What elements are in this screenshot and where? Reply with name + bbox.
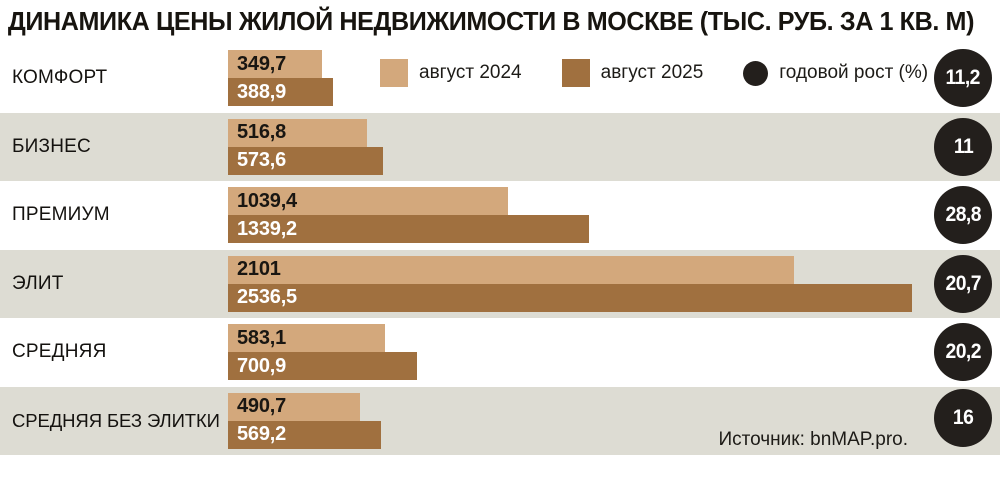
bar-value-2025-premium: 1339,2 [237,217,297,240]
title-bar: ДИНАМИКА ЦЕНЫ ЖИЛОЙ НЕДВИЖИМОСТИ В МОСКВ… [0,0,1000,44]
status-badge-growth-premium: 28,8 [934,186,992,244]
badge-value-premium: 28,8 [945,203,981,226]
legend-label-2025: август 2025 [600,62,704,83]
table-row: СРЕДНЯЯ 583,1 700,9 20,2 [0,318,1000,387]
row-bars-biznes: 516,8 573,6 [228,113,928,182]
page-title: ДИНАМИКА ЦЕНЫ ЖИЛОЙ НЕДВИЖИМОСТИ В МОСКВ… [7,7,975,36]
bar-2025-srednyaya: 700,9 [228,352,417,380]
bar-value-2025-elit: 2536,5 [237,286,297,308]
bar-2025-komfort: 388,9 [228,78,333,106]
row-bars-srednyaya-bez-elitki: 490,7 569,2 [228,387,928,456]
legend-swatch-icon-2025 [561,59,590,87]
legend-item-2025: август 2025 [561,59,704,87]
source-attribution: Источник: bnMAP.pro. [718,429,908,450]
legend-circle-dot-icon [743,60,769,86]
table-row: ЭЛИТ 2101 2536,5 20,7 [0,249,1000,319]
bar-value-2024-elit: 2101 [237,258,281,280]
bar-2024-srednyaya-bez-elitki: 490,7 [228,392,360,421]
row-bars-komfort: 349,7 388,9 [228,44,928,113]
status-badge-growth-elit: 20,7 [934,254,992,313]
bar-value-2025-biznes: 573,6 [237,149,287,171]
badge-value-biznes: 11 [953,134,973,158]
bar-2025-srednyaya-bez-elitki: 569,2 [228,420,381,449]
row-bars-premium: 1039,4 1339,2 [228,181,928,250]
bar-value-2024-komfort: 349,7 [237,52,287,75]
legend-swatch-icon-2024 [380,59,408,87]
legend-label-2024: август 2024 [419,62,522,83]
legend-item-2024: август 2024 [380,59,522,87]
row-label-komfort: КОМФОРТ [12,67,108,89]
row-bars-elit: 2101 2536,5 [228,250,928,319]
bar-value-2025-srednyaya: 700,9 [237,354,287,377]
bar-2025-elit: 2536,5 [228,283,912,312]
legend-label-growth: годовой рост (%) [779,62,929,83]
chart-legend: август 2024 август 2025 годовой рост (%) [380,58,928,88]
bar-2024-premium: 1039,4 [228,187,508,215]
bar-2024-elit: 2101 [228,255,794,284]
chart-rows: КОМФОРТ 349,7 388,9 11,2 БИЗНЕС 516,8 [0,44,1000,455]
status-badge-growth-biznes: 11 [934,117,992,176]
row-label-srednyaya: СРЕДНЯЯ [12,341,107,363]
table-row: СРЕДНЯЯ БЕЗ ЭЛИТКИ 490,7 569,2 16 [0,386,1000,456]
status-badge-growth-komfort: 11,2 [934,49,992,107]
badge-value-komfort: 11,2 [945,66,981,89]
bar-value-2024-srednyaya-bez-elitki: 490,7 [237,395,287,417]
badge-value-srednyaya-bez-elitki: 16 [952,405,974,429]
table-row: БИЗНЕС 516,8 573,6 11 [0,112,1000,182]
bar-value-2025-komfort: 388,9 [237,80,287,103]
bar-value-2024-premium: 1039,4 [237,189,297,212]
bar-2024-srednyaya: 583,1 [228,324,385,352]
bar-2025-premium: 1339,2 [228,215,589,243]
row-bars-srednyaya: 583,1 700,9 [228,318,928,387]
badge-value-srednyaya: 20,2 [945,340,981,363]
status-badge-growth-srednyaya: 20,2 [934,323,992,381]
badge-value-elit: 20,7 [945,271,981,295]
bar-value-2025-srednyaya-bez-elitki: 569,2 [237,423,287,445]
table-row: ПРЕМИУМ 1039,4 1339,2 28,8 [0,181,1000,250]
bar-2024-komfort: 349,7 [228,50,322,78]
legend-item-growth: годовой рост (%) [743,60,929,86]
row-label-biznes: БИЗНЕС [12,135,91,157]
bar-2024-biznes: 516,8 [228,118,367,147]
status-badge-growth-srednyaya-bez-elitki: 16 [934,388,992,447]
bar-value-2024-srednyaya: 583,1 [237,326,287,349]
bar-2025-biznes: 573,6 [228,146,383,175]
row-label-premium: ПРЕМИУМ [12,204,110,226]
bar-value-2024-biznes: 516,8 [237,121,287,143]
row-label-elit: ЭЛИТ [12,272,64,294]
row-label-srednyaya-bez-elitki: СРЕДНЯЯ БЕЗ ЭЛИТКИ [12,409,220,431]
table-row: КОМФОРТ 349,7 388,9 11,2 [0,44,1000,113]
